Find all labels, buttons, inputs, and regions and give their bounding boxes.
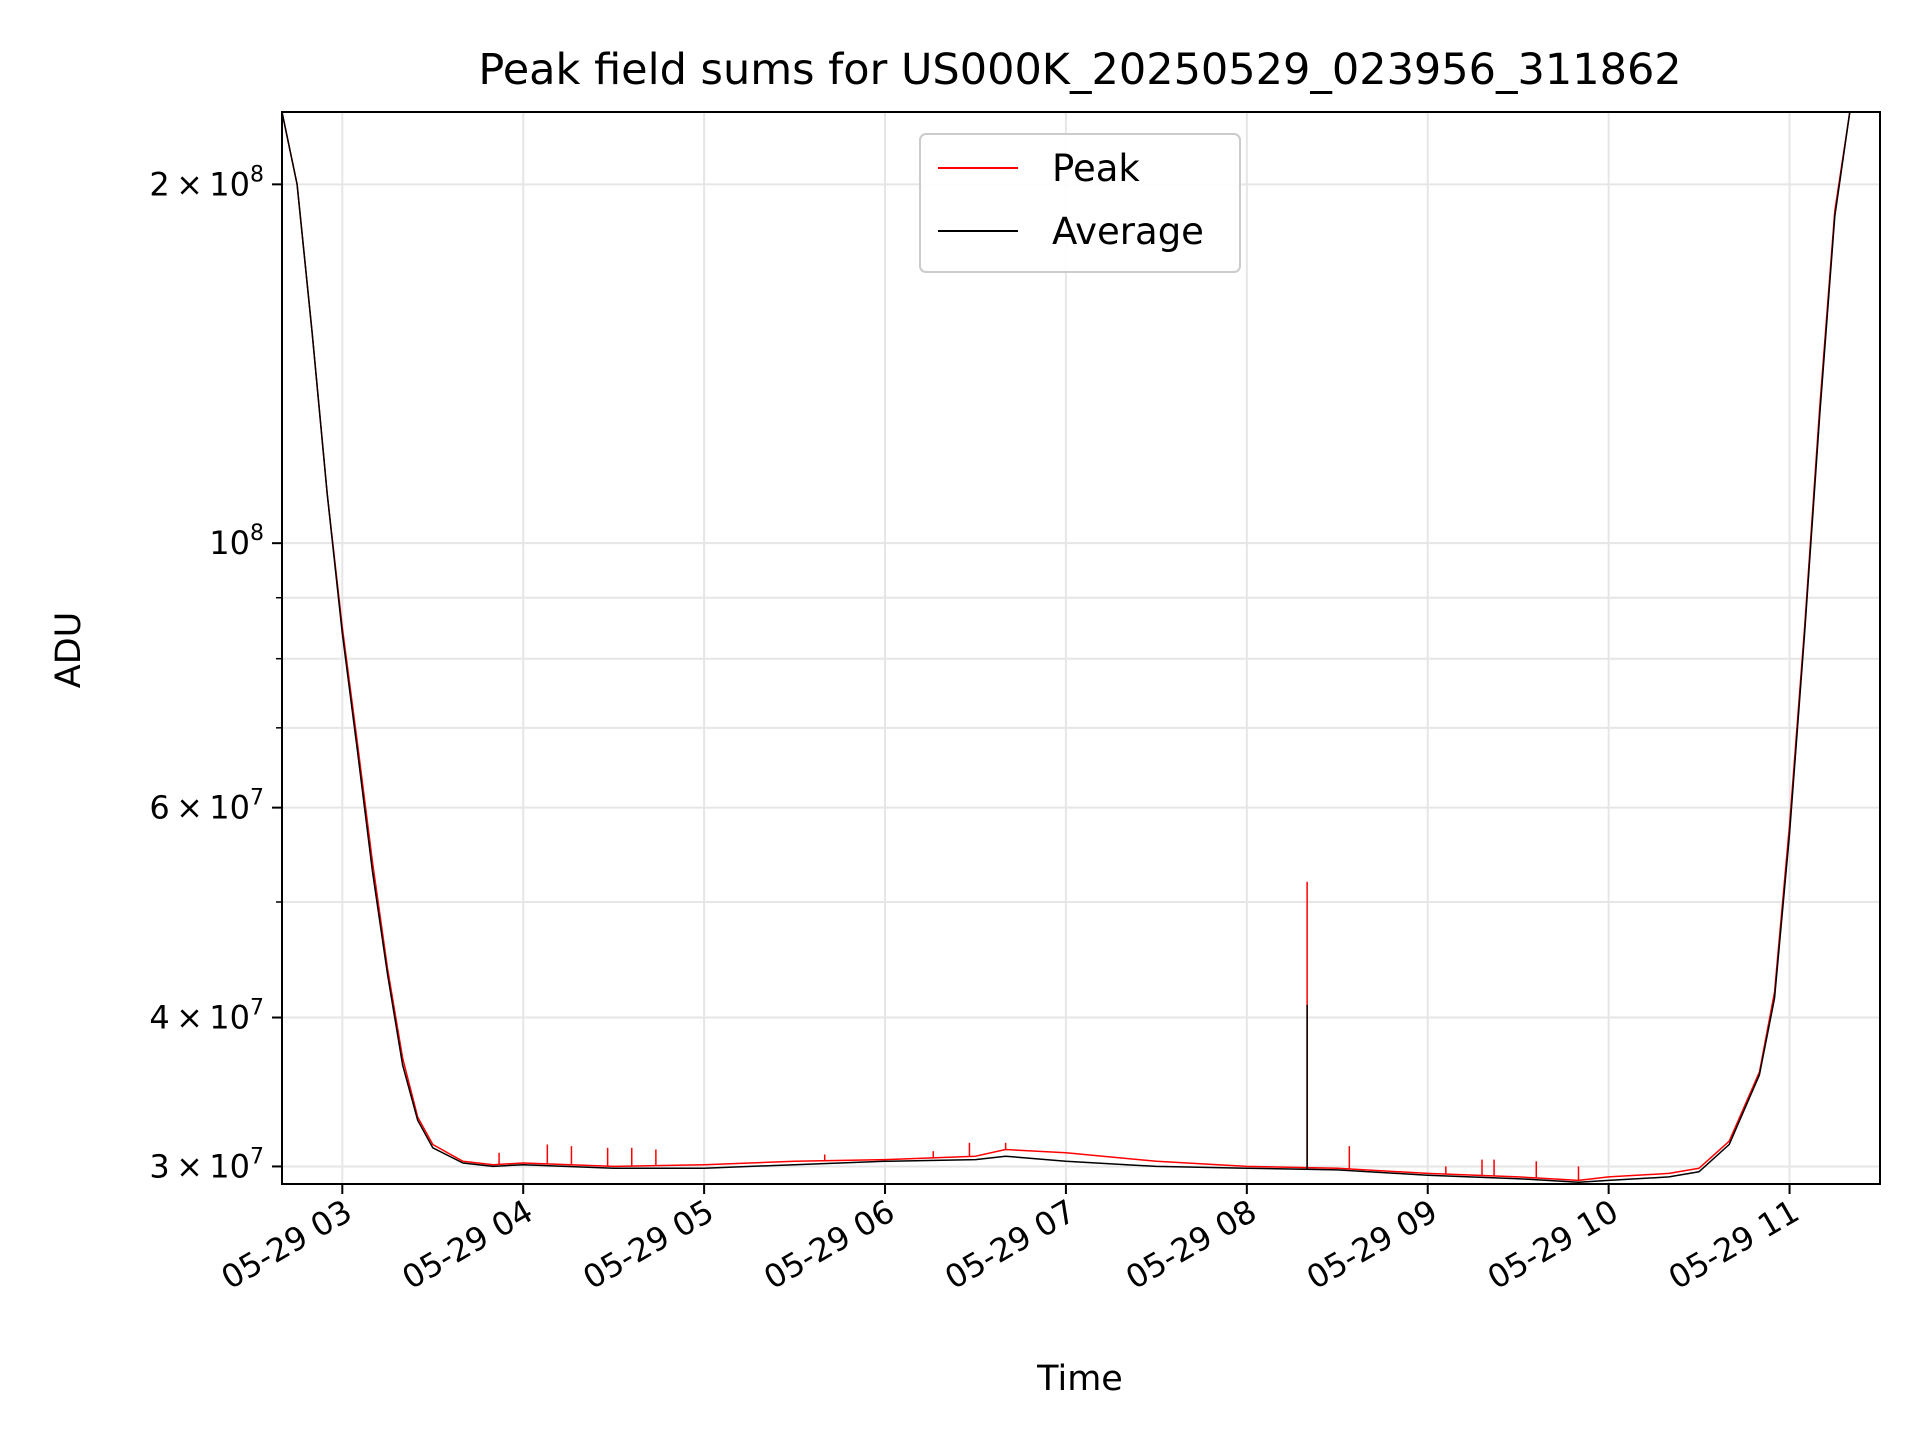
y-tick-label: 4 × 107	[149, 996, 264, 1037]
y-tick-label: 2 × 108	[149, 162, 264, 203]
x-axis-label: Time	[1036, 1359, 1123, 1399]
legend-average-label: Average	[1052, 210, 1204, 253]
legend-peak-label: Peak	[1052, 147, 1140, 190]
y-tick-label: 6 × 107	[149, 786, 264, 827]
plot-series	[282, 112, 1851, 1183]
y-axis-label: ADU	[49, 612, 89, 689]
series-line-peak	[282, 112, 1851, 1182]
y-tick-label: 3 × 107	[149, 1144, 264, 1185]
plot-frame	[281, 111, 1881, 1185]
y-tick-label: 108	[209, 521, 264, 562]
legend: Peak Average	[919, 133, 1241, 273]
chart-title: Peak field sums for US000K_20250529_0239…	[478, 45, 1681, 95]
series-line-average	[282, 112, 1851, 1183]
plot-area	[282, 112, 1851, 1183]
y-axis-ticks: 3 × 107 4 × 107 6 × 107 108 2 × 108	[149, 162, 282, 1185]
